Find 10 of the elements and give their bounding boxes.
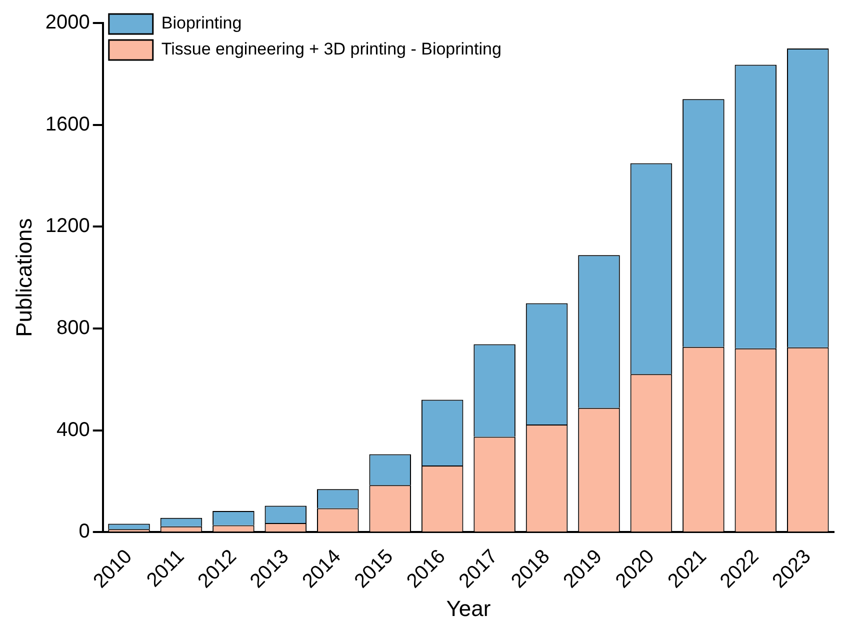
y-tick-label: 400	[56, 418, 90, 441]
legend-label: Bioprinting	[161, 14, 242, 33]
y-axis-title: Publications	[11, 218, 36, 337]
y-tick-label: 800	[56, 317, 90, 340]
legend-label: Tissue engineering + 3D printing - Bioprinting	[161, 40, 502, 59]
y-tick-label: 2000	[45, 12, 90, 34]
y-tick-label: 1200	[45, 215, 90, 238]
y-tick-label: 0	[78, 520, 90, 543]
x-axis-title: Year	[446, 596, 491, 621]
y-tick-label: 1600	[45, 113, 90, 136]
